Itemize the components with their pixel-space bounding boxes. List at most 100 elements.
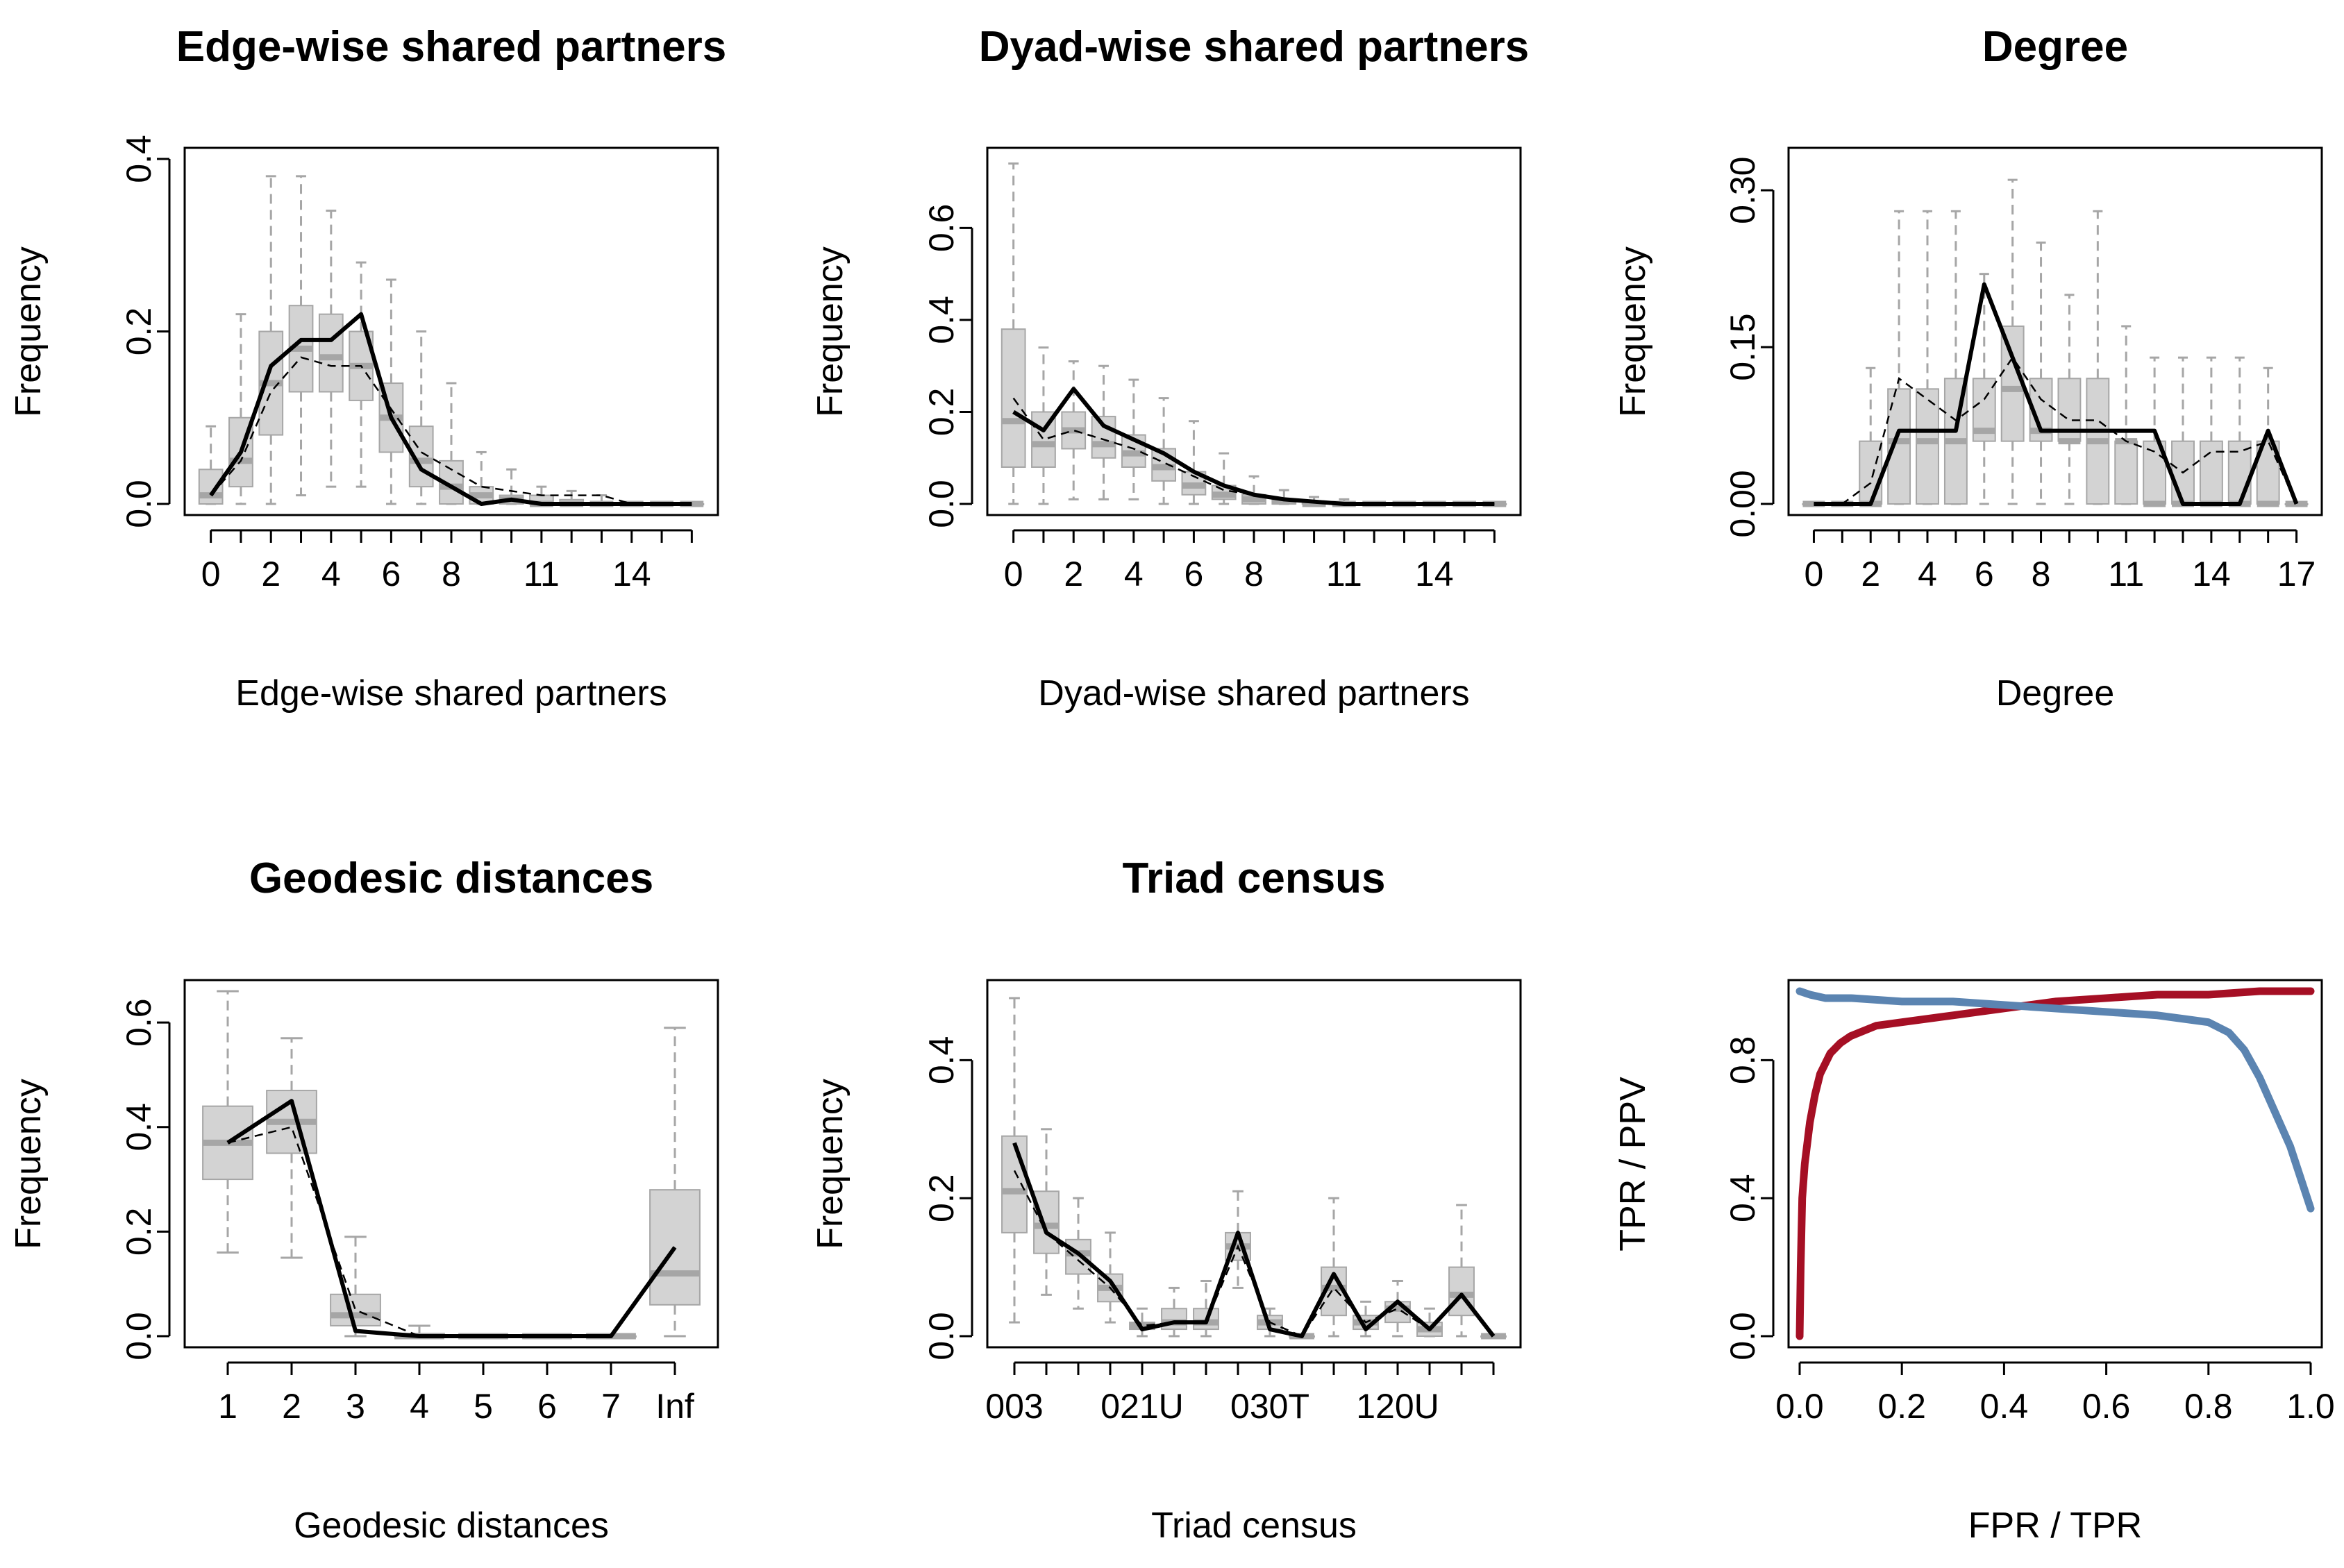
x-tick-label: 4 [321, 555, 341, 593]
panel-title: Triad census [1122, 854, 1385, 902]
y-axis-label: Frequency [810, 246, 851, 417]
x-tick-label: 0 [201, 555, 221, 593]
box-body [1193, 1308, 1219, 1331]
y-axis-label: Frequency [8, 1079, 49, 1249]
simulated-mean-line [210, 356, 692, 505]
x-tick-label: 6 [537, 1387, 557, 1426]
x-tick-label: 7 [601, 1387, 621, 1426]
box-body [1859, 440, 1883, 505]
box-body [1916, 388, 1939, 505]
x-tick-label: 11 [1326, 555, 1362, 593]
y-tick-label: 0.4 [922, 296, 961, 344]
box-111D [1193, 1279, 1219, 1338]
x-tick-label: 8 [442, 555, 461, 593]
panel-title: Dyad-wise shared partners [979, 23, 1530, 71]
observed-line [209, 312, 692, 506]
x-tick-label: 14 [1415, 555, 1454, 593]
box-body [330, 1293, 381, 1326]
y-tick-label: 0.0 [922, 1312, 961, 1360]
x-tick-label: 2 [261, 555, 281, 593]
box-102 [1065, 1197, 1091, 1310]
panel-title: Degree [1982, 23, 2128, 71]
plot-frame [183, 146, 719, 516]
y-tick-label: 0.2 [922, 1174, 961, 1222]
x-tick-label: 003 [985, 1387, 1043, 1426]
x-tick-label: 0 [1805, 555, 1824, 593]
x-tick-label: 6 [1975, 555, 1994, 593]
observed-line [226, 1099, 677, 1338]
x-tick-label: 030T [1230, 1387, 1309, 1426]
x-tick-label: 120U [1356, 1387, 1439, 1426]
box-body [2114, 440, 2138, 505]
y-axis-label: Frequency [8, 246, 49, 417]
x-tick-label: Inf [655, 1387, 694, 1426]
box-003 [1001, 997, 1028, 1324]
box-4 [318, 210, 344, 488]
y-tick-label: 0.2 [119, 1208, 158, 1256]
x-tick-label: 8 [1244, 555, 1264, 593]
box-8 [1241, 475, 1266, 505]
x-axis-label: Degree [1996, 673, 2115, 714]
x-tick-label: 1.0 [2286, 1387, 2335, 1426]
y-tick-label: 0.6 [119, 998, 158, 1047]
panel-title: Edge-wise shared partners [176, 23, 727, 71]
panel-triad: Triad census Triad census Frequency 0.0 0.2 0… [810, 854, 1522, 1546]
box-3 [330, 1236, 381, 1338]
x-tick-label: 4 [1124, 555, 1144, 593]
x-tick-label: 4 [410, 1387, 429, 1426]
panel-roc: FPR / TPR TPR / PPV 0.0 0.4 0.8 0.0 0.2 0.4 0.6 0… [1613, 979, 2335, 1546]
panel-geodesic: Geodesic distances Geodesic distances Freq… [8, 854, 719, 1546]
x-tick-label: 2 [1861, 555, 1880, 593]
x-axis-label: FPR / TPR [1968, 1506, 2142, 1546]
x-tick-label: 3 [346, 1387, 365, 1426]
box-body [318, 313, 344, 393]
plot-frame [1787, 146, 2323, 516]
x-tick-label: 8 [2032, 555, 2051, 593]
x-tick-label: 14 [612, 555, 651, 593]
x-tick-label: 6 [1184, 555, 1204, 593]
x-tick-label: 021U [1100, 1387, 1184, 1426]
x-axis-label: Dyad-wise shared partners [1038, 673, 1469, 714]
plot-frame [986, 146, 1522, 516]
y-tick-label: 0.0 [922, 480, 961, 528]
simulated-mean-line [1814, 355, 2297, 505]
x-axis-label: Triad census [1151, 1506, 1357, 1546]
box-5 [1151, 397, 1177, 505]
y-tick-label: 0.00 [1723, 470, 1762, 537]
y-tick-label: 0.4 [119, 135, 158, 183]
panel-title: Geodesic distances [249, 854, 653, 902]
box-7 [2000, 178, 2025, 505]
y-tick-label: 0.2 [922, 388, 961, 437]
y-tick-label: 0.0 [119, 1312, 158, 1360]
x-tick-label: 11 [2108, 555, 2144, 593]
y-axis-label: TPR / PPV [1613, 1077, 1653, 1251]
x-tick-label: 2 [1064, 555, 1083, 593]
plot-frame [1787, 979, 2323, 1349]
box-body [2227, 440, 2252, 505]
x-tick-label: 0.8 [2184, 1387, 2233, 1426]
box-012 [1033, 1128, 1060, 1296]
plot-frame [986, 979, 1522, 1349]
x-tick-label: 0.0 [1775, 1387, 1824, 1426]
y-tick-label: 0.6 [922, 204, 961, 253]
x-tick-label: 1 [218, 1387, 237, 1426]
box-body [2000, 325, 2025, 442]
box-2 [1061, 360, 1087, 500]
observed-line [1012, 387, 1495, 506]
x-tick-label: 4 [1918, 555, 1937, 593]
x-tick-label: 11 [524, 555, 560, 593]
x-tick-label: 17 [2277, 555, 2316, 593]
plot-frame [183, 979, 719, 1349]
panel-degree: Degree Degree Frequency 0.00 0.15 0.30 0 2 4 6 8 11… [1613, 23, 2323, 714]
y-tick-label: 0.15 [1723, 313, 1762, 380]
panel-dsp: Dyad-wise shared partners Dyad-wise share… [810, 23, 1529, 714]
y-tick-label: 0.0 [1723, 1312, 1762, 1360]
x-tick-label: 0.4 [1980, 1387, 2029, 1426]
y-tick-label: 0.8 [1723, 1036, 1762, 1085]
x-tick-label: 0 [1004, 555, 1023, 593]
box-5 [349, 261, 374, 488]
box-3 [1887, 210, 1911, 505]
box-6 [1972, 273, 1996, 505]
observed-line [1012, 1142, 1496, 1338]
